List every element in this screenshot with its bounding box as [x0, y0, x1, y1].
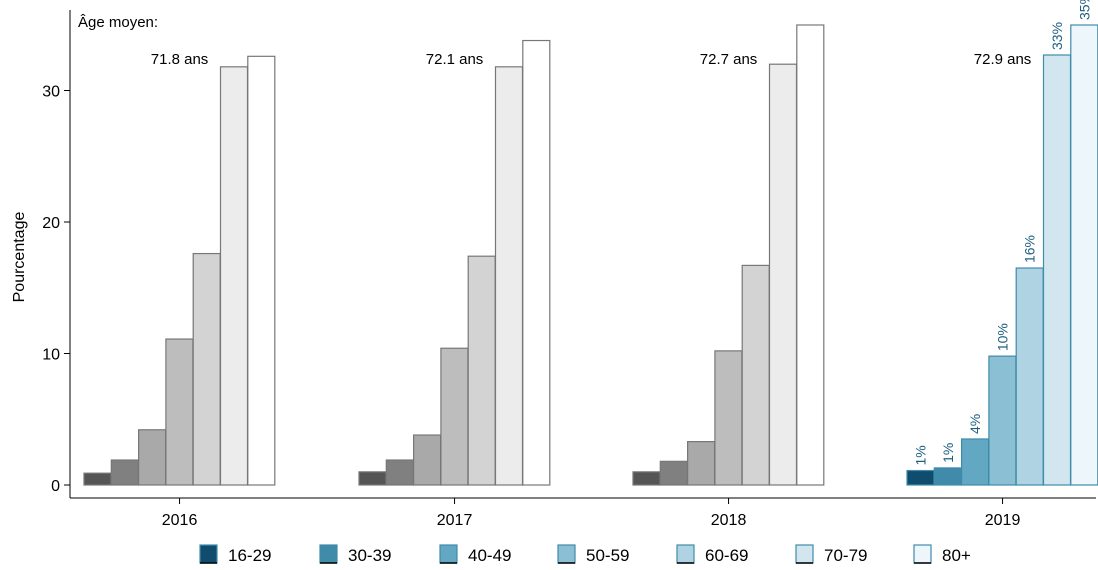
bars: 1% 1% 4% 10% 16% 33% 35%	[83, 0, 1098, 486]
legend-label: 40-49	[468, 546, 511, 565]
bar-2017-60-69	[467, 255, 496, 486]
data-label-80+: 35%	[1076, 0, 1092, 20]
mean-age-title: Âge moyen:	[78, 14, 158, 31]
bar-2016-70-79	[219, 66, 249, 486]
bar-2016-80+	[247, 55, 276, 486]
legend-label: 30-39	[348, 546, 391, 565]
bar-2017-40-49	[413, 434, 442, 486]
legend-item-40-49: 40-49	[439, 544, 511, 565]
data-label-70-79: 33%	[1049, 22, 1065, 50]
data-label-50-59: 10%	[994, 323, 1010, 351]
legend-label: 16-29	[228, 546, 271, 565]
data-label-16-29: 1%	[913, 445, 929, 465]
bar-2016-16-29	[83, 472, 112, 486]
mean-age-2018: 72.7 ans	[700, 51, 758, 68]
mean-age-2016: 71.8 ans	[151, 51, 209, 68]
bar-2016-30-39	[110, 459, 139, 486]
bar-2017-50-59	[440, 347, 469, 486]
legend-item-70-79: 70-79	[795, 544, 867, 565]
legend-label: 70-79	[824, 546, 867, 565]
legend-swatch	[439, 544, 458, 564]
bar-2019-40-49	[960, 438, 990, 486]
bar-2018-50-59	[714, 350, 743, 486]
bar-2016-40-49	[138, 429, 167, 486]
mean-age-annotations: 71.8 ans 72.1 ans 72.7 ans 72.9 ans	[151, 51, 1032, 68]
bar-2019-30-39	[933, 467, 962, 486]
legend-item-30-39: 30-39	[319, 544, 391, 565]
legend-item-16-29: 16-29	[199, 544, 271, 565]
legend-swatch	[557, 544, 576, 564]
data-label-60-69: 16%	[1022, 235, 1038, 263]
bar-2016-50-59	[165, 338, 194, 486]
y-tick-label: 10	[42, 347, 60, 364]
y-tick-label: 0	[51, 478, 60, 495]
bar-2019-50-59	[988, 355, 1017, 486]
legend-swatch	[795, 544, 814, 564]
bar-2017-30-39	[385, 459, 414, 486]
legend: 16-29 30-39 40-49 50-59 60-69 70-79 80+	[199, 544, 971, 565]
data-label-40-49: 4%	[967, 414, 983, 434]
y-tick-label: 20	[42, 215, 60, 232]
bar-2018-80+	[796, 24, 825, 486]
bar-2018-70-79	[768, 63, 798, 486]
bar-2017-16-29	[358, 471, 387, 486]
legend-label: 80+	[942, 546, 971, 565]
legend-label: 60-69	[705, 546, 748, 565]
mean-age-2019: 72.9 ans	[974, 51, 1032, 68]
legend-swatch	[676, 544, 695, 564]
data-label-30-39: 1%	[940, 443, 956, 463]
x-axis: 2016 2017 2018 2019	[70, 497, 1096, 529]
bar-2017-70-79	[494, 66, 524, 486]
bar-2018-30-39	[659, 460, 688, 486]
year-label-2019: 2019	[985, 512, 1021, 529]
bar-2018-16-29	[632, 471, 661, 486]
bar-2016-60-69	[192, 252, 221, 486]
year-label-2016: 2016	[162, 512, 198, 529]
year-label-2018: 2018	[711, 512, 747, 529]
year-label-2017: 2017	[437, 512, 473, 529]
legend-item-60-69: 60-69	[676, 544, 748, 565]
bar-2019-16-29	[906, 469, 935, 486]
legend-swatch	[319, 544, 338, 564]
bar-2017-80+	[522, 39, 551, 486]
legend-swatch	[913, 544, 932, 564]
mean-age-2017: 72.1 ans	[426, 51, 484, 68]
legend-item-80+: 80+	[913, 544, 971, 565]
y-axis: 0 10 20 30	[42, 10, 71, 498]
bar-2019-80+	[1070, 24, 1098, 486]
bar-2019-70-79	[1042, 54, 1072, 486]
legend-item-50-59: 50-59	[557, 544, 629, 565]
legend-swatch	[199, 544, 218, 564]
bar-2018-40-49	[686, 441, 716, 486]
bar-2018-60-69	[741, 264, 770, 486]
y-tick-label: 30	[42, 84, 60, 101]
bar-2019-60-69	[1015, 267, 1044, 486]
legend-label: 50-59	[586, 546, 629, 565]
y-axis-label: Pourcentage	[11, 212, 28, 303]
